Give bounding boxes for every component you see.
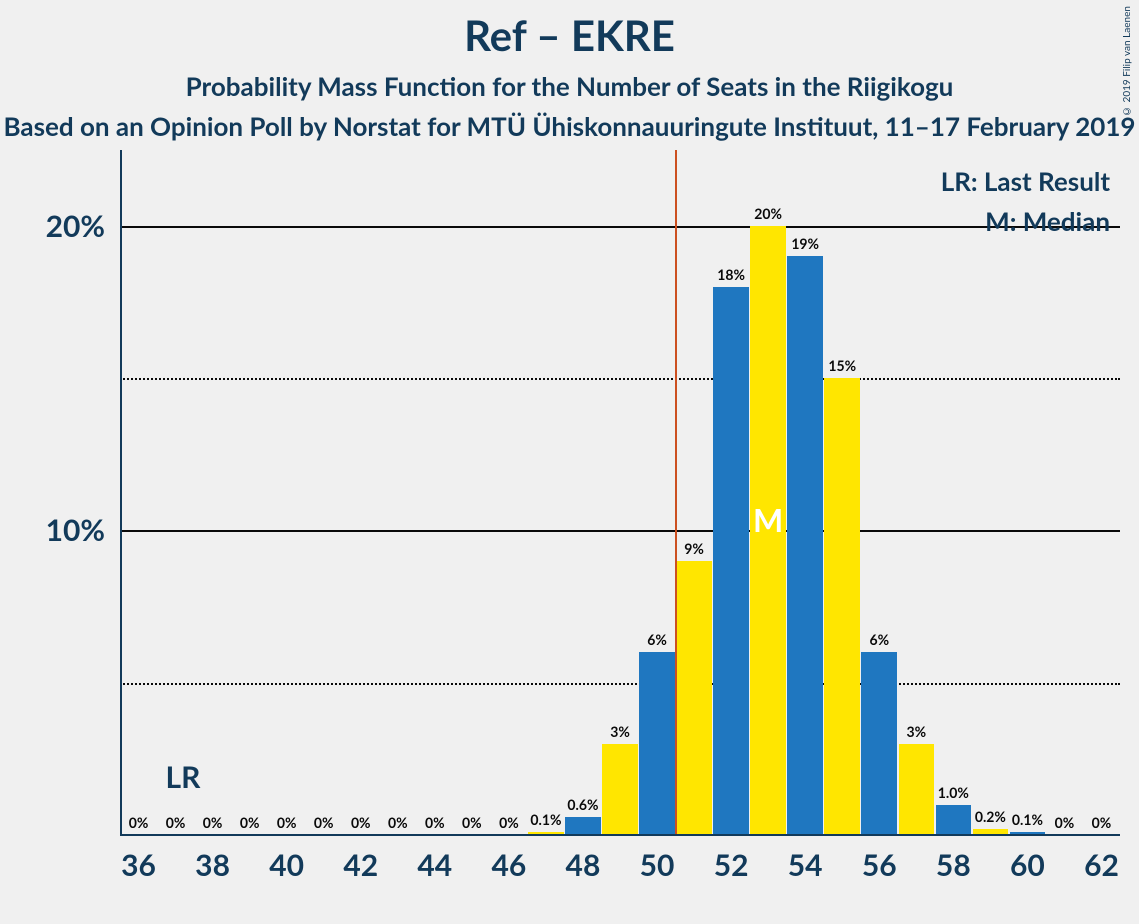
bar: [713, 287, 749, 835]
bar-value-label: 20%: [743, 205, 793, 222]
x-axis: [120, 834, 1120, 836]
y-axis-tick-label: 20%: [5, 208, 105, 244]
bar: [676, 561, 712, 835]
x-axis-tick-label: 44: [405, 847, 465, 883]
bar-value-label: 15%: [817, 357, 867, 374]
bar: [787, 256, 823, 835]
x-axis-tick-label: 60: [997, 847, 1057, 883]
x-axis-tick-label: 58: [923, 847, 983, 883]
last-result-marker: LR: [166, 759, 201, 795]
bar: [824, 378, 860, 835]
y-axis-tick-label: 10%: [5, 512, 105, 548]
median-line: [675, 150, 677, 835]
bar-value-label: 1.0%: [928, 784, 978, 801]
median-marker: M: [748, 500, 788, 539]
bar-value-label: 0%: [1076, 814, 1126, 831]
bar-value-label: 0.6%: [558, 796, 608, 813]
x-axis-tick-label: 56: [849, 847, 909, 883]
bar: [639, 652, 675, 835]
x-axis-tick-label: 42: [331, 847, 391, 883]
x-axis-tick-label: 48: [553, 847, 613, 883]
x-axis-tick-label: 62: [1071, 847, 1131, 883]
x-axis-tick-label: 50: [627, 847, 687, 883]
x-axis-tick-label: 38: [183, 847, 243, 883]
bar: [861, 652, 897, 835]
bar: [565, 817, 601, 835]
x-axis-tick-label: 40: [257, 847, 317, 883]
chart-subtitle-1: Probability Mass Function for the Number…: [0, 70, 1139, 102]
bar-value-label: 3%: [595, 723, 645, 740]
gridline-major: [120, 226, 1120, 228]
x-axis-tick-label: 54: [775, 847, 835, 883]
chart-subtitle-2: Based on an Opinion Poll by Norstat for …: [0, 110, 1139, 142]
gridline-minor: [120, 683, 1120, 685]
legend-last-result: LR: Last Result: [941, 165, 1110, 197]
bar: [602, 744, 638, 835]
chart-plot-area: 10%20%0%0%0%0%0%0%0%0%0%0%0%0.1%0.6%3%6%…: [120, 165, 1120, 835]
x-axis-tick-label: 46: [479, 847, 539, 883]
bar-value-label: 6%: [854, 631, 904, 648]
bar-value-label: 3%: [891, 723, 941, 740]
gridline-minor: [120, 378, 1120, 380]
x-axis-tick-label: 52: [701, 847, 761, 883]
bar-value-label: 9%: [669, 540, 719, 557]
x-axis-tick-label: 36: [109, 847, 169, 883]
copyright-text: © 2019 Filip van Laenen: [1121, 6, 1133, 117]
y-axis: [120, 150, 122, 835]
chart-title: Ref – EKRE: [0, 10, 1139, 60]
bar-value-label: 18%: [706, 266, 756, 283]
bar-value-label: 19%: [780, 235, 830, 252]
legend-median: M: Median: [985, 205, 1110, 237]
bar-value-label: 0.1%: [521, 811, 571, 828]
gridline-major: [120, 530, 1120, 532]
